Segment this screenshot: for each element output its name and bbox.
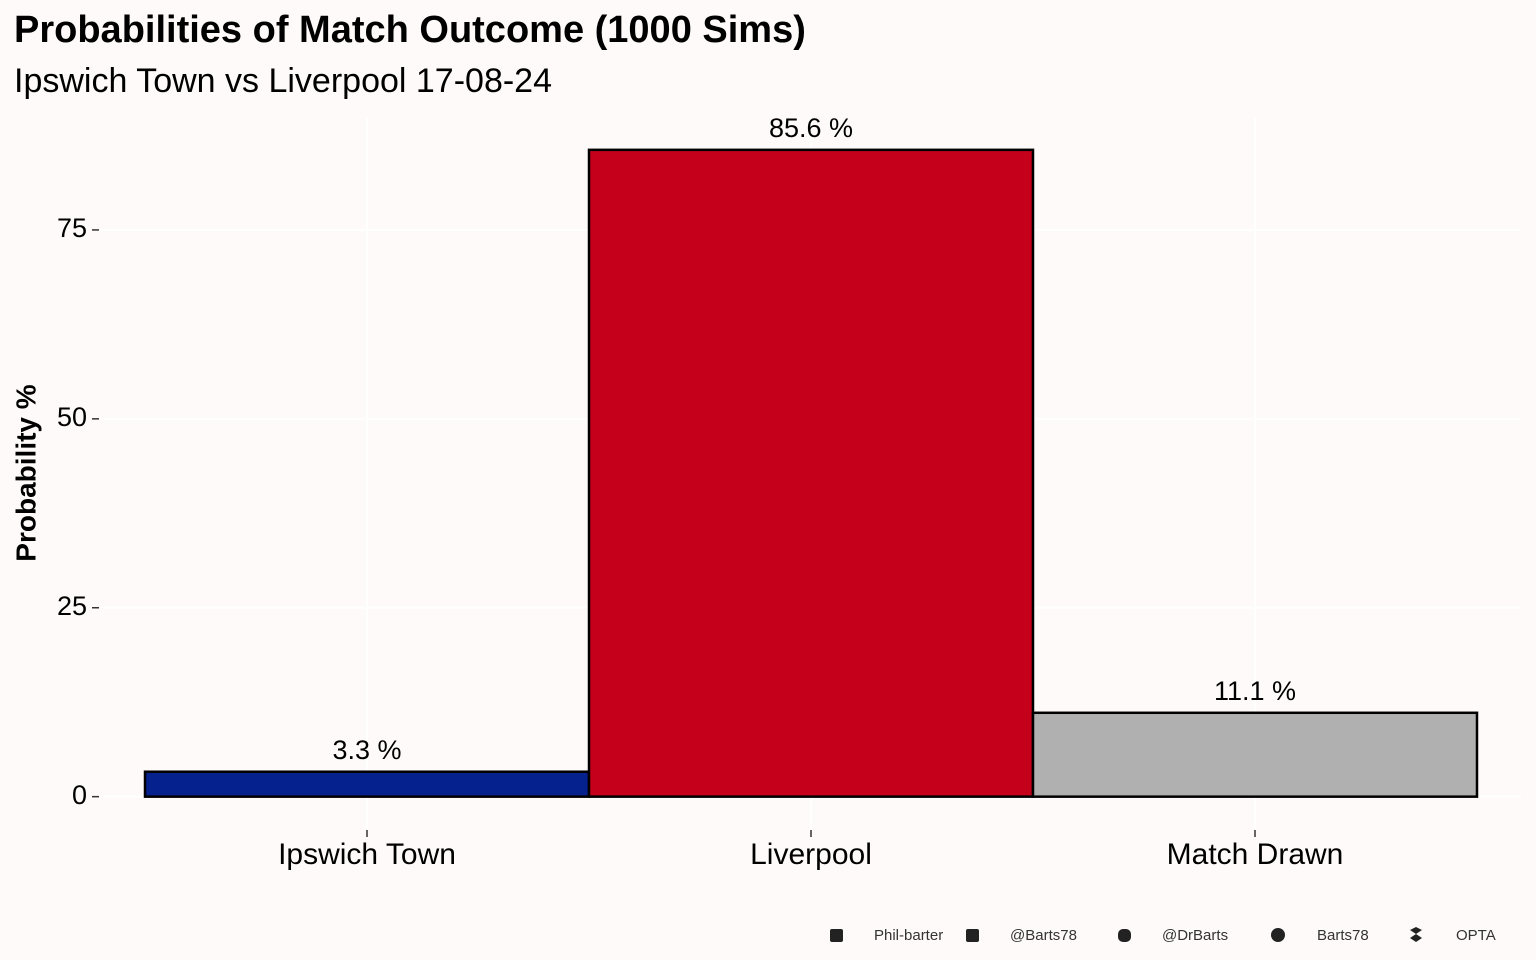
caption-text: OPTA — [1456, 927, 1496, 944]
x-tick-label: Liverpool — [750, 838, 872, 871]
y-tick-label: 75 — [57, 213, 87, 243]
chart-title: Probabilities of Match Outcome (1000 Sim… — [14, 9, 806, 51]
mastodon-icon — [1118, 929, 1131, 942]
x-tick-label: Match Drawn — [1167, 838, 1344, 871]
caption-text: @DrBarts — [1162, 927, 1228, 944]
bar — [587, 148, 1035, 798]
value-label: 85.6 % — [769, 113, 853, 143]
x-tick-label: Ipswich Town — [278, 838, 456, 871]
y-tick-label: 25 — [57, 591, 87, 621]
y-axis-label: Probability % — [10, 384, 41, 561]
bar — [1031, 711, 1479, 798]
chart-subtitle: Ipswich Town vs Liverpool 17-08-24 — [14, 62, 552, 100]
caption-text: @Barts78 — [1010, 927, 1077, 944]
y-tick-label: 50 — [57, 402, 87, 432]
github-icon — [1271, 928, 1285, 942]
value-label: 11.1 % — [1214, 676, 1296, 706]
dropbox-icon — [1410, 927, 1422, 942]
x-icon — [966, 929, 979, 942]
value-label: 3.3 % — [332, 735, 401, 765]
caption-text: Barts78 — [1317, 927, 1369, 944]
bar — [143, 770, 591, 798]
y-tick-label: 0 — [72, 780, 87, 810]
caption-text: Phil-barter — [874, 927, 943, 944]
caption-icons — [830, 927, 1422, 942]
linkedin-icon — [830, 929, 843, 942]
